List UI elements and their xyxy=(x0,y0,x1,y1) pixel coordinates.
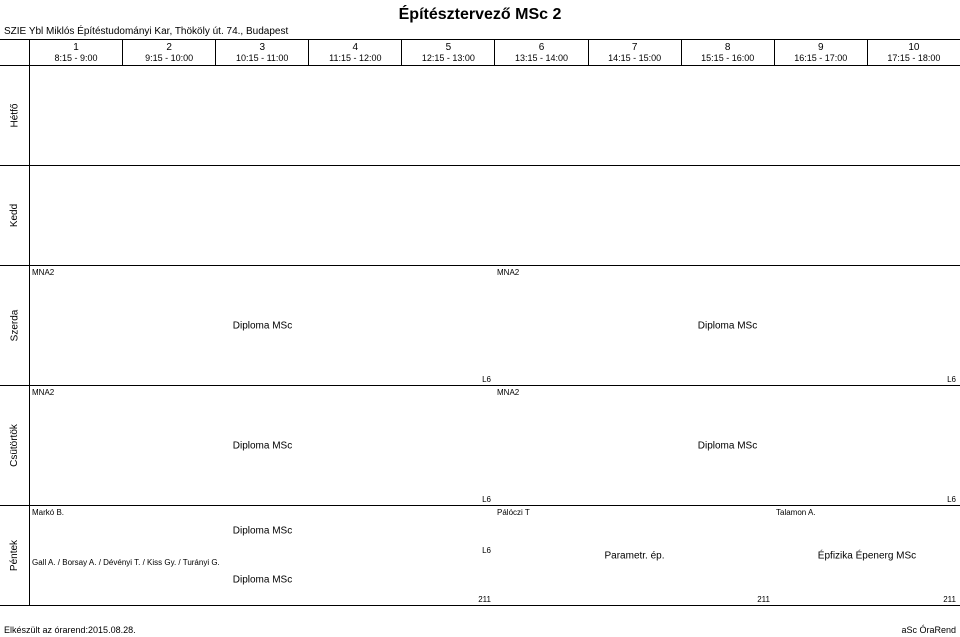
event-fri-3: Pálóczi T Parametr. ép. 211 xyxy=(495,506,774,605)
event-wed-1: MNA2 Diploma MSc L6 xyxy=(30,266,495,385)
period-num: 9 xyxy=(775,42,867,53)
page-title: Építésztervező MSc 2 xyxy=(0,0,960,26)
event-room: L6 xyxy=(947,495,956,504)
period-3: 310:15 - 11:00 xyxy=(216,40,309,65)
period-time: 10:15 - 11:00 xyxy=(216,53,308,63)
row-tue: Kedd xyxy=(0,166,960,266)
period-1: 18:15 - 9:00 xyxy=(30,40,123,65)
footer: Elkészült az órarend:2015.08.28. aSc Óra… xyxy=(4,625,956,635)
event-teacher: Talamon A. xyxy=(776,508,816,517)
period-4: 411:15 - 12:00 xyxy=(309,40,402,65)
row-mon: Hétfő xyxy=(0,66,960,166)
event-code: MNA2 xyxy=(32,268,54,277)
footer-left: Elkészült az órarend:2015.08.28. xyxy=(4,625,136,635)
period-time: 17:15 - 18:00 xyxy=(868,53,960,63)
period-time: 11:15 - 12:00 xyxy=(309,53,401,63)
event-code: MNA2 xyxy=(497,268,519,277)
period-num: 6 xyxy=(495,42,587,53)
event-room: L6 xyxy=(482,375,491,384)
period-time: 8:15 - 9:00 xyxy=(30,53,122,63)
event-fri-1: Markó B. Diploma MSc L6 xyxy=(30,506,495,556)
event-code: MNA2 xyxy=(497,388,519,397)
day-body-mon xyxy=(30,66,960,165)
row-thu: Csütörtök MNA2 Diploma MSc L6 MNA2 Diplo… xyxy=(0,386,960,506)
period-time: 9:15 - 10:00 xyxy=(123,53,215,63)
period-num: 4 xyxy=(309,42,401,53)
event-room: 211 xyxy=(757,595,770,604)
period-header: 18:15 - 9:00 29:15 - 10:00 310:15 - 11:0… xyxy=(0,39,960,66)
event-room: 211 xyxy=(943,595,956,604)
period-num: 7 xyxy=(589,42,681,53)
day-label-wed: Szerda xyxy=(0,266,30,385)
period-2: 29:15 - 10:00 xyxy=(123,40,216,65)
row-fri: Péntek Markó B. Diploma MSc L6 Gall A. /… xyxy=(0,506,960,606)
event-title: Épfizika Épenerg MSc xyxy=(818,550,916,561)
period-5: 512:15 - 13:00 xyxy=(402,40,495,65)
event-code: MNA2 xyxy=(32,388,54,397)
period-6: 613:15 - 14:00 xyxy=(495,40,588,65)
footer-right: aSc ÓraRend xyxy=(901,625,956,635)
event-thu-1: MNA2 Diploma MSc L6 xyxy=(30,386,495,505)
event-title: Diploma MSc xyxy=(233,525,292,536)
period-7: 714:15 - 15:00 xyxy=(589,40,682,65)
period-8: 815:15 - 16:00 xyxy=(682,40,775,65)
period-time: 14:15 - 15:00 xyxy=(589,53,681,63)
event-title: Diploma MSc xyxy=(233,320,292,331)
day-text: Csütörtök xyxy=(9,424,20,467)
header-spacer xyxy=(0,40,30,65)
event-fri-2: Gall A. / Borsay A. / Dévényi T. / Kiss … xyxy=(30,556,495,606)
period-time: 13:15 - 14:00 xyxy=(495,53,587,63)
day-body-tue xyxy=(30,166,960,265)
event-title: Diploma MSc xyxy=(233,575,292,586)
event-teacher: Markó B. xyxy=(32,508,64,517)
period-10: 1017:15 - 18:00 xyxy=(868,40,960,65)
event-title: Diploma MSc xyxy=(233,440,292,451)
day-body-wed: MNA2 Diploma MSc L6 MNA2 Diploma MSc L6 xyxy=(30,266,960,385)
period-time: 12:15 - 13:00 xyxy=(402,53,494,63)
day-label-fri: Péntek xyxy=(0,506,30,605)
period-num: 8 xyxy=(682,42,774,53)
day-label-thu: Csütörtök xyxy=(0,386,30,505)
day-body-thu: MNA2 Diploma MSc L6 MNA2 Diploma MSc L6 xyxy=(30,386,960,505)
day-body-fri: Markó B. Diploma MSc L6 Gall A. / Borsay… xyxy=(30,506,960,605)
event-title: Diploma MSc xyxy=(698,320,757,331)
day-label-mon: Hétfő xyxy=(0,66,30,165)
row-wed: Szerda MNA2 Diploma MSc L6 MNA2 Diploma … xyxy=(0,266,960,386)
period-num: 10 xyxy=(868,42,960,53)
period-9: 916:15 - 17:00 xyxy=(775,40,868,65)
event-teacher: Pálóczi T xyxy=(497,508,530,517)
period-num: 1 xyxy=(30,42,122,53)
day-text: Péntek xyxy=(9,540,20,571)
period-num: 2 xyxy=(123,42,215,53)
day-text: Kedd xyxy=(9,204,20,227)
event-room: L6 xyxy=(947,375,956,384)
event-room: L6 xyxy=(482,546,491,555)
event-room: 211 xyxy=(478,595,491,604)
event-wed-2: MNA2 Diploma MSc L6 xyxy=(495,266,960,385)
day-text: Szerda xyxy=(9,310,20,342)
event-title: Diploma MSc xyxy=(698,440,757,451)
period-num: 5 xyxy=(402,42,494,53)
event-teacher: Gall A. / Borsay A. / Dévényi T. / Kiss … xyxy=(32,558,220,567)
event-room: L6 xyxy=(482,495,491,504)
day-text: Hétfő xyxy=(9,104,20,128)
event-thu-2: MNA2 Diploma MSc L6 xyxy=(495,386,960,505)
period-num: 3 xyxy=(216,42,308,53)
schedule-grid: Hétfő Kedd Szerda MNA2 Diploma MSc L6 MN… xyxy=(0,66,960,606)
event-title: Parametr. ép. xyxy=(604,550,664,561)
period-time: 16:15 - 17:00 xyxy=(775,53,867,63)
day-label-tue: Kedd xyxy=(0,166,30,265)
event-fri-4: Talamon A. Épfizika Épenerg MSc 211 xyxy=(774,506,960,605)
subtitle: SZIE Ybl Miklós Építéstudományi Kar, Thö… xyxy=(0,26,960,39)
period-time: 15:15 - 16:00 xyxy=(682,53,774,63)
